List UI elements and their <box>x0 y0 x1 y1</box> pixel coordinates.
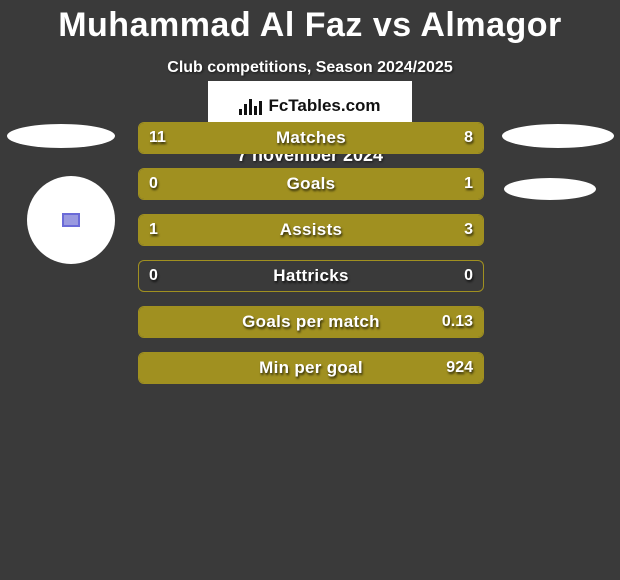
page-title: Muhammad Al Faz vs Almagor <box>0 0 620 45</box>
stat-value-left: 1 <box>149 215 158 245</box>
stat-value-right: 924 <box>446 353 473 383</box>
stat-label: Goals per match <box>139 307 483 337</box>
page-subtitle: Club competitions, Season 2024/2025 <box>0 59 620 77</box>
stat-value-left: 0 <box>149 169 158 199</box>
decor-ellipse-left <box>7 124 115 148</box>
stat-label: Min per goal <box>139 353 483 383</box>
brand-bar-icon <box>239 97 262 115</box>
stat-row: Min per goal924 <box>138 352 484 384</box>
avatar-placeholder-icon <box>62 213 80 227</box>
stat-row: Assists1 3 <box>138 214 484 246</box>
stat-row: Goals0 1 <box>138 168 484 200</box>
stat-value-left: 11 <box>149 123 166 153</box>
brand-text: FcTables.com <box>268 96 380 116</box>
player-avatar-placeholder <box>27 176 115 264</box>
stat-label: Goals <box>139 169 483 199</box>
decor-ellipse-right <box>502 124 614 148</box>
stat-row: Goals per match0.13 <box>138 306 484 338</box>
stat-value-right: 1 <box>464 169 473 199</box>
stat-value-right: 8 <box>464 123 473 153</box>
decor-ellipse-lower-right <box>504 178 596 200</box>
stat-label: Matches <box>139 123 483 153</box>
stat-row: Matches11 8 <box>138 122 484 154</box>
stat-value-right: 3 <box>464 215 473 245</box>
stat-label: Assists <box>139 215 483 245</box>
stat-value-left: 0 <box>149 261 158 291</box>
comparison-rows: Matches118Goals01Assists13Hattricks00Goa… <box>138 122 484 398</box>
stat-row: Hattricks0 0 <box>138 260 484 292</box>
stat-value-right: 0 <box>464 261 473 291</box>
stat-label: Hattricks <box>139 261 483 291</box>
stat-value-right: 0.13 <box>442 307 473 337</box>
